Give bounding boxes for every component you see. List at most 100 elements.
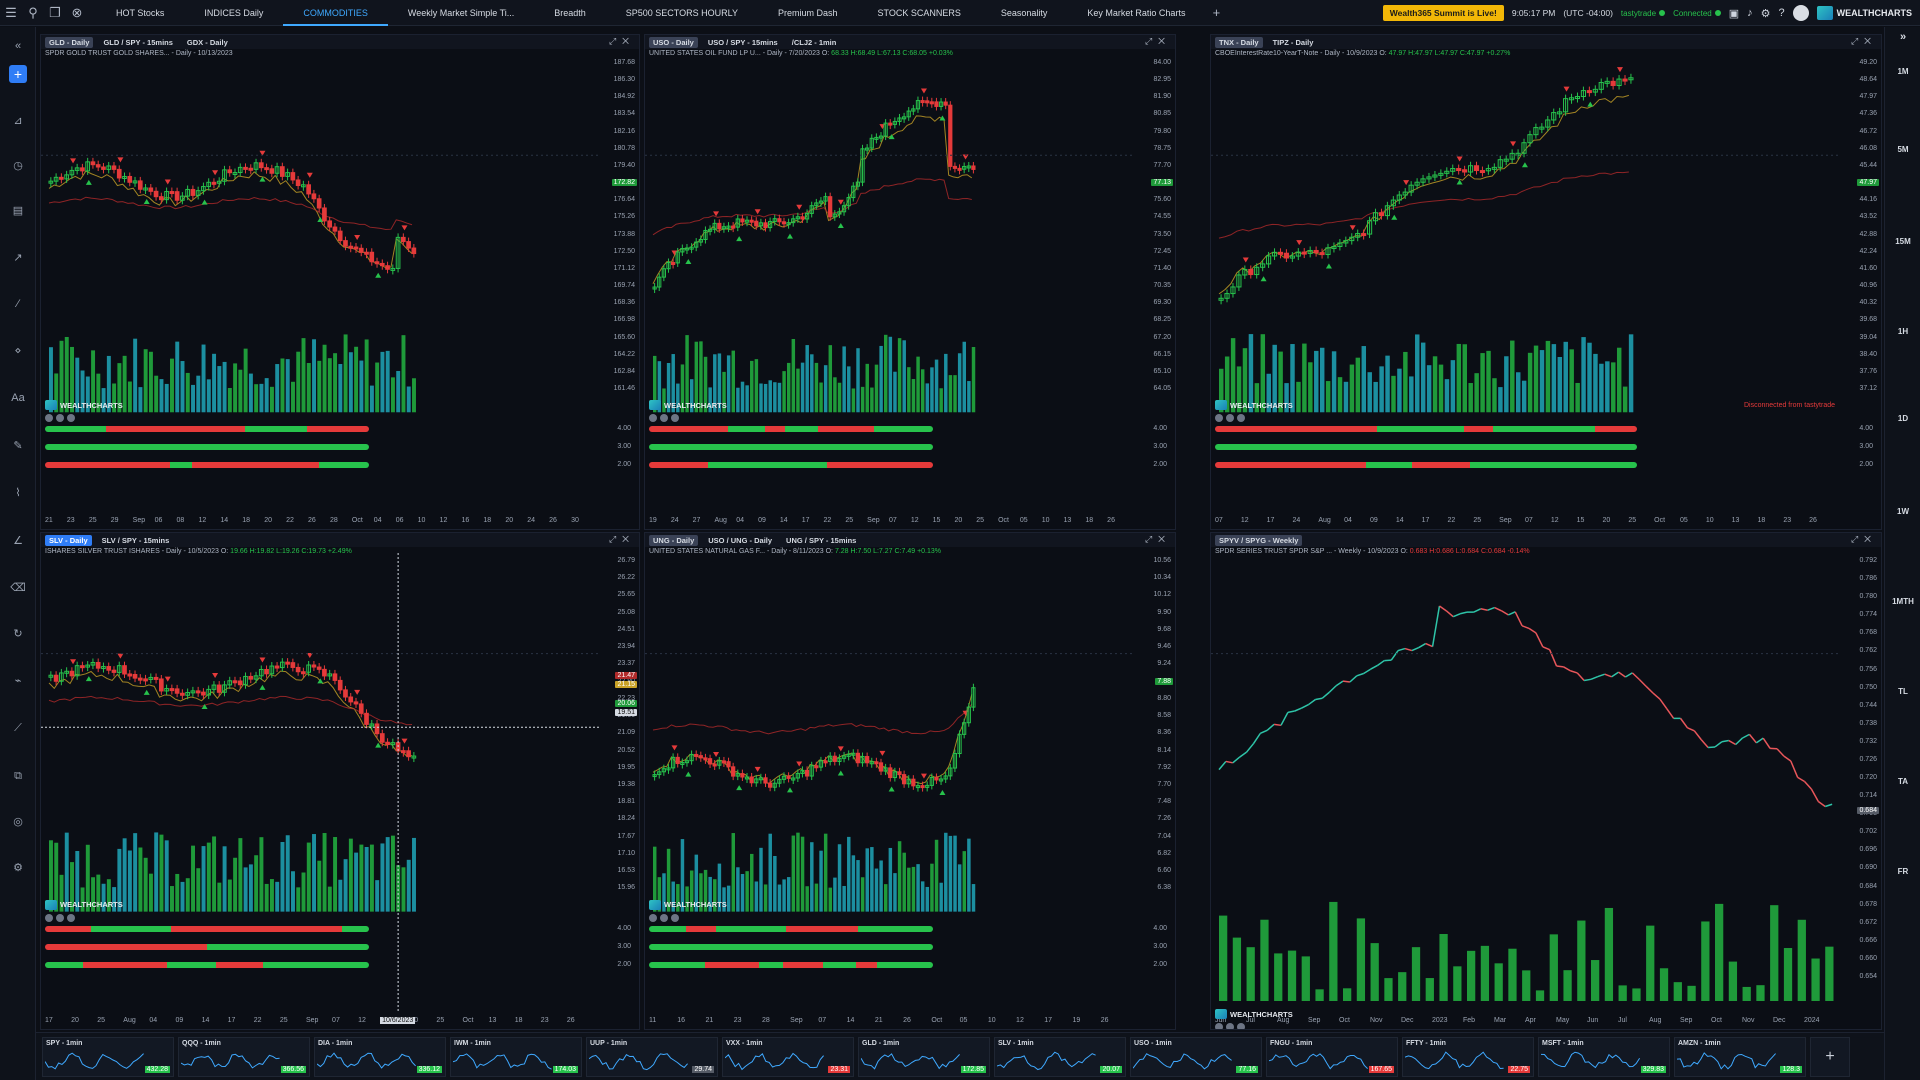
search-icon[interactable]: ⚲ <box>28 4 38 20</box>
indicator-toggle-icon[interactable] <box>1215 1023 1223 1029</box>
trendline-tool-icon[interactable]: ⊿ <box>13 115 23 127</box>
menu-icon[interactable]: ☰ <box>5 4 17 20</box>
time-axis[interactable]: 19 24 27 Aug 04 09 14 17 22 25 Sep 07 12 15 20 25 Oct 05 1… <box>645 517 1135 527</box>
mini-chart[interactable]: SLV - 1min 20.07 <box>994 1037 1126 1077</box>
time-axis[interactable]: 07 12 17 24 Aug 04 09 14 17 22 25 Sep 07 12 15 20 25 Oct 0… <box>1211 517 1841 527</box>
zigzag-tool-icon[interactable]: ⟋ <box>14 722 22 734</box>
panel-tab[interactable]: TNX - Daily <box>1215 36 1263 48</box>
time-axis[interactable]: 21 23 25 29 Sep 06 08 12 14 18 20 22 26 28 Oct 04 06 10 12… <box>41 517 599 527</box>
indicator-toggle-icon[interactable] <box>67 414 75 423</box>
tab-seasonality[interactable]: Seasonality <box>1000 7 1048 18</box>
interval-15m[interactable]: 15M <box>1895 237 1911 246</box>
ruler-tool-icon[interactable]: ⌇ <box>15 487 21 499</box>
indicator-toggle-icon[interactable] <box>45 414 53 423</box>
add-panel-button[interactable]: + <box>9 65 27 83</box>
panel-tab[interactable]: GLD / SPY - 15mins <box>103 37 173 47</box>
clock-tool-icon[interactable]: ◷ <box>13 160 23 172</box>
add-mini-chart-button[interactable]: + <box>1810 1037 1850 1077</box>
indicator-toggle-icon[interactable] <box>1237 414 1245 423</box>
copy-tool-icon[interactable]: ⧉ <box>14 770 22 782</box>
interval-1d[interactable]: 1D <box>1897 414 1909 423</box>
panel-tab[interactable]: USO - Daily <box>649 36 698 48</box>
avatar[interactable] <box>1792 5 1809 21</box>
panel-tab[interactable]: GLD - Daily <box>45 36 94 48</box>
interval-1m[interactable]: 1M <box>1897 67 1909 76</box>
interval-tl[interactable]: TL <box>1898 687 1908 696</box>
interval-1h[interactable]: 1H <box>1897 327 1909 336</box>
refresh-tool-icon[interactable]: ↻ <box>13 628 23 640</box>
chart-panel-spyv[interactable]: SPYV / SPYG - Weekly ⤢✕ SPDR SERIES TRUST … <box>1210 532 1882 1030</box>
save-icon[interactable]: ▣ <box>1728 7 1740 20</box>
tab-breadth[interactable]: Breadth <box>554 7 586 18</box>
interval-1mth[interactable]: 1MTH <box>1892 597 1914 606</box>
chart-panel-uso[interactable]: USO - Daily USO / SPY - 15mins/CLJ2 - 1mi… <box>644 34 1176 530</box>
indicator-toggle-icon[interactable] <box>660 414 668 423</box>
panel-window-controls-icon[interactable]: ⤢✕ <box>1850 36 1877 46</box>
panel-tab[interactable]: UNG / SPY - 15mins <box>786 535 857 545</box>
tab-commodities[interactable]: COMMODITIES <box>283 0 388 26</box>
settings-tool-icon[interactable]: ⚙ <box>13 862 23 874</box>
panel-window-controls-icon[interactable]: ⤢✕ <box>608 36 635 46</box>
bell-icon[interactable]: ♪ <box>1747 7 1753 19</box>
mini-chart[interactable]: FFTY - 1min 22.75 <box>1402 1037 1534 1077</box>
price-axis[interactable]: 49.2048.6447.9747.3646.7246.0845.4444.80… <box>1841 35 1881 529</box>
mini-chart[interactable]: DIA - 1min 336.12 <box>314 1037 446 1077</box>
indicator-toggle-icon[interactable] <box>1215 414 1223 423</box>
mini-chart[interactable]: SPY - 1min 432.28 <box>42 1037 174 1077</box>
indicator-toggle-icon[interactable] <box>671 913 679 922</box>
eraser-tool-icon[interactable]: ⌫ <box>10 582 26 594</box>
indicator-toggle-icon[interactable] <box>1226 414 1234 423</box>
timezone[interactable]: (UTC -04:00) <box>1563 8 1613 18</box>
indicator-toggle-icon[interactable] <box>56 913 64 922</box>
time-axis[interactable]: 11 16 21 23 28 Sep 07 14 21 26 Oct 05 10 12 17 19 26 <box>645 1017 1135 1027</box>
panel-tab[interactable]: GDX - Daily <box>186 37 228 47</box>
mini-chart[interactable]: IWM - 1min 174.03 <box>450 1037 582 1077</box>
interval-ta[interactable]: TA <box>1897 777 1909 786</box>
panel-tab[interactable]: SPYV / SPYG - Weekly <box>1215 534 1303 546</box>
price-axis[interactable]: 84.0082.9581.9080.8579.8078.7577.7076.65… <box>1135 35 1175 529</box>
tab-sp500-sectors-hourly[interactable]: SP500 SECTORS HOURLY <box>625 7 738 18</box>
time-axis[interactable]: Jun Jul Aug Sep Oct Nov Dec 2023 Feb Mar Apr May Jun… <box>1211 1017 1841 1027</box>
mini-chart[interactable]: VXX - 1min 23.31 <box>722 1037 854 1077</box>
tab-stock-scanners[interactable]: STOCK SCANNERS <box>877 7 961 18</box>
mini-chart[interactable]: QQQ - 1min 366.56 <box>178 1037 310 1077</box>
indicator-toggle-icon[interactable] <box>1237 1023 1245 1029</box>
price-axis[interactable]: 26.7926.2225.6525.0824.5123.9423.3722.80… <box>599 533 639 1029</box>
collapse-left-icon[interactable]: « <box>14 40 22 52</box>
help-icon[interactable]: ? <box>1778 7 1785 19</box>
interval-1w[interactable]: 1W <box>1897 507 1909 516</box>
mini-chart[interactable]: FNGU - 1min 167.65 <box>1266 1037 1398 1077</box>
chart-panel-ung[interactable]: UNG - Daily USO / UNG - Daily UNG / SPY - … <box>644 532 1176 1030</box>
gear-icon[interactable]: ⚙ <box>1760 7 1771 20</box>
chart-panel-gld[interactable]: GLD - Daily GLD / SPY - 15mins GDX - Daily… <box>40 34 640 530</box>
mini-chart[interactable]: AMZN - 1min 128.3 <box>1674 1037 1806 1077</box>
line-chart-tool-icon[interactable]: ↗ <box>13 252 23 264</box>
tab-indices-daily[interactable]: INDICES Daily <box>204 7 264 18</box>
panel-tab[interactable]: TIPZ - Daily <box>1272 37 1314 47</box>
panel-window-controls-icon[interactable]: ⤢✕ <box>1144 36 1171 46</box>
indicator-toggle-icon[interactable] <box>649 414 657 423</box>
indicator-tool-icon[interactable]: ⌁ <box>14 675 22 687</box>
collapse-right-icon[interactable]: » <box>1899 31 1907 43</box>
indicator-toggle-icon[interactable] <box>660 913 668 922</box>
panel-tab[interactable]: UNG - Daily <box>649 534 699 546</box>
tab-premium-dash[interactable]: Premium Dash <box>778 7 838 18</box>
panel-tab[interactable]: SLV - Daily <box>45 534 92 546</box>
summit-live-badge[interactable]: Wealth365 Summit is Live! <box>1382 5 1504 21</box>
tab-weekly-market-simple-ti-[interactable]: Weekly Market Simple Ti... <box>407 7 515 18</box>
indicator-toggle-icon[interactable] <box>649 913 657 922</box>
indicator-toggle-icon[interactable] <box>671 414 679 423</box>
draw-line-tool-icon[interactable]: ∕ <box>17 298 19 310</box>
interval-5m[interactable]: 5M <box>1897 145 1909 154</box>
channel-tool-icon[interactable]: ⋄ <box>14 345 22 357</box>
indicator-toggle-icon[interactable] <box>67 913 75 922</box>
mini-chart[interactable]: MSFT - 1min 329.83 <box>1538 1037 1670 1077</box>
indicator-toggle-icon[interactable] <box>56 414 64 423</box>
lock-tool-icon[interactable]: ◎ <box>13 816 23 828</box>
mini-chart[interactable]: GLD - 1min 172.85 <box>858 1037 990 1077</box>
binoculars-icon[interactable]: ⊗ <box>71 4 83 20</box>
add-tab-button[interactable]: + <box>1212 4 1221 20</box>
panel-tab[interactable]: USO / UNG - Daily <box>708 535 773 545</box>
calendar-tool-icon[interactable]: ▤ <box>12 205 24 217</box>
panel-tab[interactable]: USO / SPY - 15mins <box>707 37 778 47</box>
